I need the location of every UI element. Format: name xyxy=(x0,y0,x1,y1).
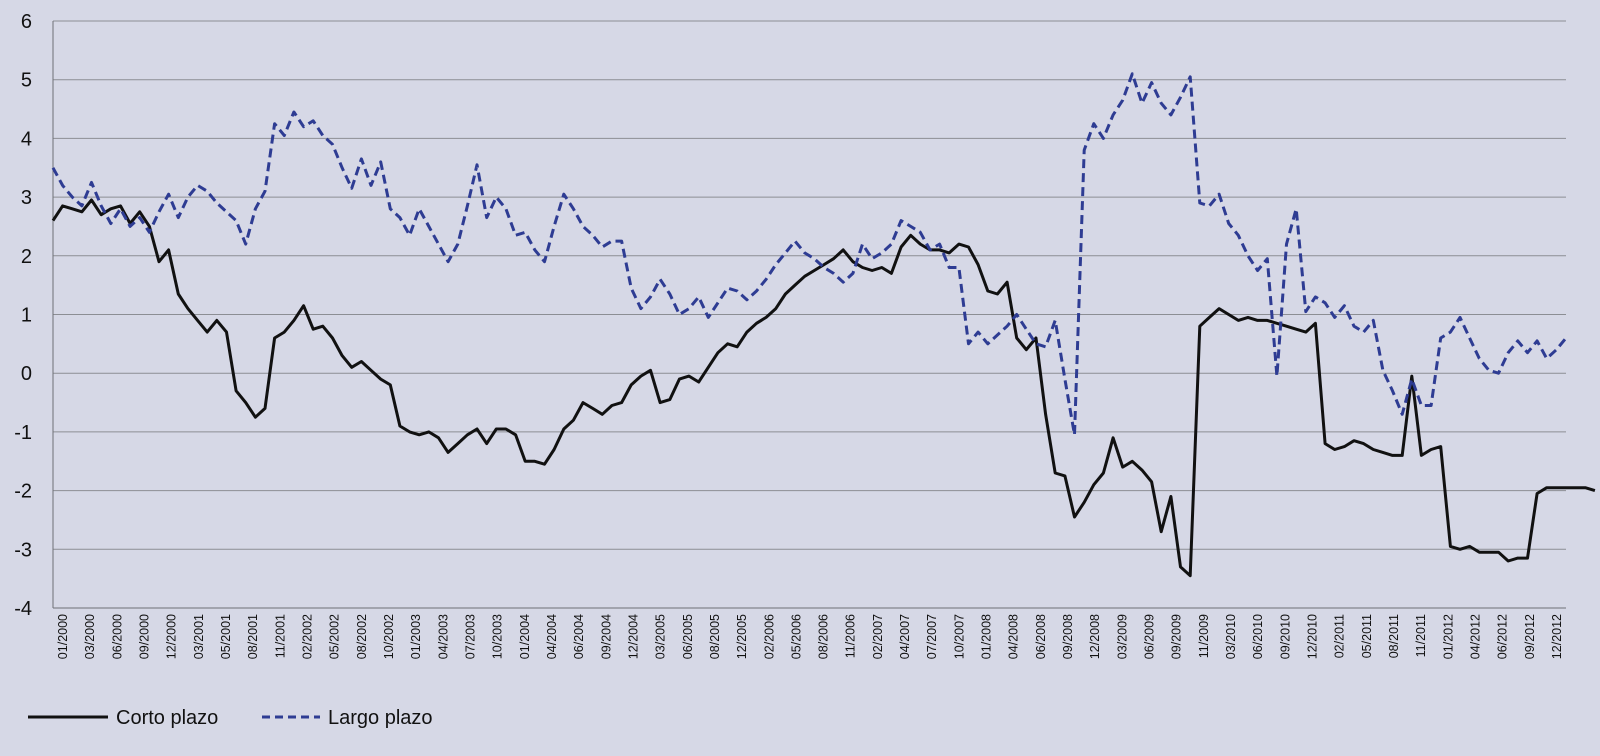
series-line-corto-plazo xyxy=(51,198,1596,578)
x-tick-label: 05/2006 xyxy=(789,614,803,659)
x-tick-label: 03/2009 xyxy=(1115,614,1129,659)
gridlines xyxy=(53,20,1566,609)
x-tick-label: 08/2011 xyxy=(1387,614,1401,658)
x-tick-label: 06/2005 xyxy=(681,614,695,659)
x-tick-label: 04/2003 xyxy=(436,614,450,659)
y-tick-label: 4 xyxy=(21,128,32,150)
y-tick-label: -1 xyxy=(14,422,32,444)
x-tick-label: 05/2002 xyxy=(328,614,342,659)
x-tick-label: 01/2003 xyxy=(409,614,423,659)
x-tick-label: 10/2002 xyxy=(382,614,396,659)
axes xyxy=(52,21,1566,609)
x-tick-label: 09/2009 xyxy=(1170,614,1184,659)
x-tick-label: 03/2001 xyxy=(192,614,206,659)
x-tick-label: 09/2000 xyxy=(137,614,151,659)
x-tick-label: 01/2004 xyxy=(518,614,532,659)
x-axis-ticks: 01/2000 03/2000 06/2000 09/2000 12/2000 03/20… xyxy=(56,614,1564,659)
x-tick-label: 12/2010 xyxy=(1306,614,1320,659)
x-tick-label: 02/2006 xyxy=(762,614,776,659)
x-tick-label: 04/2007 xyxy=(898,614,912,659)
x-tick-label: 01/2008 xyxy=(980,614,994,659)
x-tick-label: 10/2003 xyxy=(491,614,505,659)
x-tick-label: 01/2012 xyxy=(1441,614,1455,659)
x-tick-label: 06/2009 xyxy=(1143,614,1157,659)
x-tick-label: 12/2012 xyxy=(1550,614,1564,659)
x-tick-label: 02/2011 xyxy=(1333,614,1347,658)
x-tick-label: 03/2000 xyxy=(83,614,97,659)
x-tick-label: 03/2005 xyxy=(654,614,668,659)
y-tick-label: -4 xyxy=(14,598,32,620)
x-tick-label: 06/2010 xyxy=(1251,614,1265,659)
x-tick-label: 01/2000 xyxy=(56,614,70,659)
x-tick-label: 12/2005 xyxy=(735,614,749,659)
x-tick-label: 03/2010 xyxy=(1224,614,1238,659)
x-tick-label: 07/2003 xyxy=(463,614,477,659)
legend: Corto plazo Largo plazo xyxy=(28,707,433,729)
series-group xyxy=(51,72,1596,578)
y-tick-label: 2 xyxy=(21,246,32,268)
x-tick-label: 06/2012 xyxy=(1496,614,1510,659)
x-tick-label: 02/2002 xyxy=(300,614,314,659)
x-tick-label: 12/2004 xyxy=(626,614,640,659)
x-tick-label: 05/2001 xyxy=(219,614,233,659)
series-line-largo-plazo xyxy=(51,72,1568,437)
y-tick-label: 6 xyxy=(21,11,32,33)
y-tick-label: 0 xyxy=(21,363,32,385)
x-tick-label: 09/2012 xyxy=(1523,614,1537,659)
y-tick-label: -3 xyxy=(14,539,32,561)
x-tick-label: 09/2004 xyxy=(599,614,613,659)
x-tick-label: 09/2008 xyxy=(1061,614,1075,659)
legend-label-largo-plazo: Largo plazo xyxy=(328,707,433,729)
x-tick-label: 10/2007 xyxy=(952,614,966,659)
x-tick-label: 08/2005 xyxy=(708,614,722,659)
x-tick-label: 04/2012 xyxy=(1469,614,1483,659)
y-tick-label: -2 xyxy=(14,481,32,503)
x-tick-label: 06/2008 xyxy=(1034,614,1048,659)
x-tick-label: 12/2008 xyxy=(1088,614,1102,659)
x-tick-label: 04/2008 xyxy=(1007,614,1021,659)
x-tick-label: 11/2009 xyxy=(1197,614,1211,658)
legend-label-corto-plazo: Corto plazo xyxy=(116,707,218,729)
x-tick-label: 02/2007 xyxy=(871,614,885,659)
x-tick-label: 11/2006 xyxy=(844,614,858,658)
x-tick-label: 06/2000 xyxy=(110,614,124,659)
x-tick-label: 08/2006 xyxy=(817,614,831,659)
x-tick-label: 07/2007 xyxy=(925,614,939,659)
y-tick-label: 5 xyxy=(21,70,32,92)
x-tick-label: 11/2001 xyxy=(273,614,287,658)
y-tick-label: 1 xyxy=(21,305,32,327)
x-tick-label: 08/2001 xyxy=(246,614,260,659)
x-tick-label: 09/2010 xyxy=(1278,614,1292,659)
x-tick-label: 08/2002 xyxy=(355,614,369,659)
x-tick-label: 06/2004 xyxy=(572,614,586,659)
y-axis-ticks: -4 -3 -2 -1 0 1 2 3 4 5 6 xyxy=(14,11,32,620)
x-tick-label: 05/2011 xyxy=(1360,614,1374,658)
x-tick-label: 11/2011 xyxy=(1414,614,1428,657)
x-tick-label: 04/2004 xyxy=(545,614,559,659)
x-tick-label: 12/2000 xyxy=(165,614,179,659)
y-tick-label: 3 xyxy=(21,187,32,209)
